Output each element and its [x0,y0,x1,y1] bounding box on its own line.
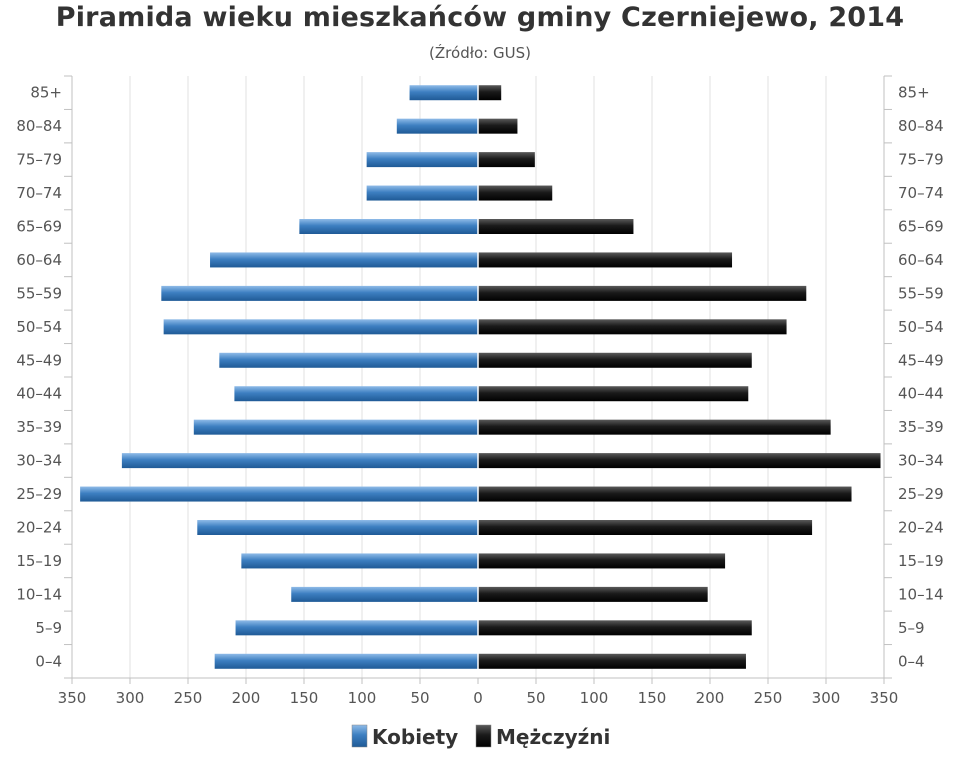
category-label-right: 55–59 [898,284,944,302]
x-tick-label: 250 [174,689,203,707]
bar-mezczyzni [478,420,831,435]
bar-mezczyzni [478,353,752,368]
bar-mezczyzni [478,319,787,334]
x-tick-label: 300 [812,689,841,707]
category-label-right: 45–49 [898,351,944,369]
bar-mezczyzni [478,386,748,401]
bar-kobiety [367,186,478,201]
bar-kobiety [161,286,478,301]
category-label-left: 40–44 [16,385,62,403]
category-label-right: 0–4 [898,652,925,670]
category-label-right: 65–69 [898,218,944,236]
category-label-right: 75–79 [898,151,944,169]
category-label-right: 10–14 [898,585,944,603]
x-tick-label: 300 [116,689,145,707]
bar-kobiety [219,353,478,368]
category-label-right: 40–44 [898,385,944,403]
category-label-left: 35–39 [16,418,62,436]
category-label-right: 25–29 [898,485,944,503]
category-label-left: 45–49 [16,351,62,369]
category-label-left: 0–4 [35,652,62,670]
legend-swatch-kobiety [352,725,367,747]
bar-mezczyzni [478,152,535,167]
category-label-left: 85+ [30,84,62,102]
x-tick-label: 350 [58,689,87,707]
category-label-right: 60–64 [898,251,944,269]
category-label-left: 60–64 [16,251,62,269]
bars [80,76,880,678]
bar-mezczyzni [478,219,633,234]
legend: Kobiety Mężczyźni [352,725,610,749]
bar-mezczyzni [478,654,746,669]
category-label-left: 75–79 [16,151,62,169]
bar-mezczyzni [478,453,881,468]
category-label-left: 30–34 [16,452,62,470]
category-label-right: 15–19 [898,552,944,570]
legend-swatch-mezczyzni [476,725,491,747]
bar-mezczyzni [478,487,852,502]
bar-mezczyzni [478,186,552,201]
category-label-left: 10–14 [16,585,62,603]
category-label-left: 80–84 [16,117,62,135]
category-label-right: 30–34 [898,452,944,470]
bar-mezczyzni [478,587,708,602]
bar-kobiety [299,219,478,234]
category-label-right: 50–54 [898,318,944,336]
bar-mezczyzni [478,85,501,100]
bar-mezczyzni [478,620,752,635]
bar-kobiety [236,620,478,635]
x-tick-label: 50 [526,689,545,707]
category-label-right: 80–84 [898,117,944,135]
x-tick-label: 50 [410,689,429,707]
category-label-left: 15–19 [16,552,62,570]
category-label-left: 5–9 [35,619,62,637]
bar-kobiety [367,152,478,167]
bar-kobiety [164,319,478,334]
bar-kobiety [197,520,478,535]
x-tick-label: 250 [754,689,783,707]
bar-kobiety [80,487,478,502]
x-tick-label: 200 [232,689,261,707]
bar-kobiety [210,252,478,267]
category-label-left: 20–24 [16,519,62,537]
category-label-right: 85+ [898,84,930,102]
x-tick-label: 100 [348,689,377,707]
bar-kobiety [410,85,478,100]
category-label-left: 25–29 [16,485,62,503]
x-tick-label: 100 [580,689,609,707]
x-tick-label: 350 [870,689,899,707]
category-label-right: 70–74 [898,184,944,202]
category-label-left: 65–69 [16,218,62,236]
legend-label-mezczyzni: Mężczyźni [496,725,610,749]
bar-mezczyzni [478,520,812,535]
x-tick-label: 150 [638,689,667,707]
bar-kobiety [241,553,478,568]
bar-kobiety [234,386,478,401]
bar-kobiety [122,453,478,468]
category-label-left: 55–59 [16,284,62,302]
bar-mezczyzni [478,286,806,301]
category-label-right: 35–39 [898,418,944,436]
bar-mezczyzni [478,119,517,134]
category-label-right: 20–24 [898,519,944,537]
category-label-left: 50–54 [16,318,62,336]
bar-mezczyzni [478,553,725,568]
bar-kobiety [194,420,478,435]
bar-kobiety [215,654,478,669]
x-tick-label: 0 [473,689,483,707]
bar-kobiety [397,119,478,134]
bar-mezczyzni [478,252,732,267]
category-label-right: 5–9 [898,619,925,637]
bar-kobiety [291,587,478,602]
x-tick-label: 150 [290,689,319,707]
category-label-left: 70–74 [16,184,62,202]
x-tick-label: 200 [696,689,725,707]
legend-label-kobiety: Kobiety [372,725,458,749]
